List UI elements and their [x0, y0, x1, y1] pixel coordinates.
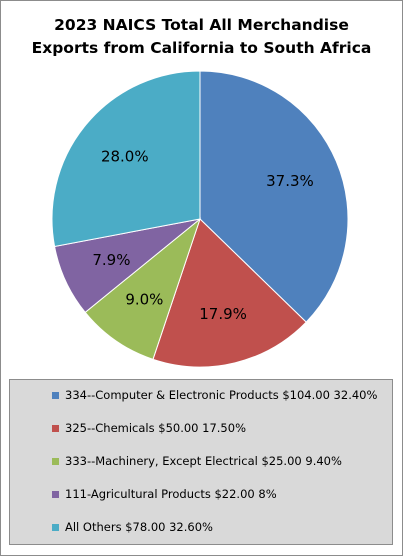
- pie-slice-label-1: 37.3%: [266, 172, 314, 190]
- legend-label-5: All Others $78.00 32.60%: [65, 520, 213, 534]
- legend-item-4: 111-Agricultural Products $22.00 8%: [52, 487, 277, 501]
- legend-item-5: All Others $78.00 32.60%: [52, 520, 213, 534]
- legend-label-2: 325--Chemicals $50.00 17.50%: [65, 421, 246, 435]
- pie-slice-5: [51, 70, 201, 248]
- legend-swatch-2: [52, 424, 59, 432]
- legend-swatch-3: [52, 457, 59, 465]
- pie-slice-label-3: 9.0%: [125, 290, 163, 308]
- chart-title-line-1: 2023 NAICS Total All Merchandise: [54, 16, 349, 34]
- legend-label-1: 334--Computer & Electronic Products $104…: [65, 388, 378, 402]
- legend-item-2: 325--Chemicals $50.00 17.50%: [52, 421, 246, 435]
- legend-swatch-4: [52, 490, 59, 498]
- legend-swatch-5: [52, 523, 59, 531]
- pie-slice-2: [152, 218, 307, 368]
- pie-slice-label-2: 17.9%: [199, 305, 247, 323]
- chart-title-line-2: Exports from California to South Africa: [31, 39, 372, 57]
- legend-label-4: 111-Agricultural Products $22.00 8%: [65, 487, 277, 501]
- pie-slice-3: [84, 217, 202, 360]
- pie-slice-label-4: 7.9%: [92, 251, 130, 269]
- chart-title: 2023 NAICS Total All Merchandise Exports…: [0, 14, 403, 60]
- legend-label-3: 333--Machinery, Except Electrical $25.00…: [65, 454, 342, 468]
- pie-slice-1: [199, 70, 349, 323]
- legend-item-1: 334--Computer & Electronic Products $104…: [52, 388, 377, 402]
- legend-swatch-1: [52, 391, 59, 399]
- legend-item-3: 333--Machinery, Except Electrical $25.00…: [52, 454, 342, 468]
- pie-slice-label-5: 28.0%: [101, 148, 149, 166]
- legend: 334--Computer & Electronic Products $104…: [9, 379, 393, 545]
- pie-chart: 37.3% 17.9% 9.0% 7.9% 28.0%: [51, 70, 349, 368]
